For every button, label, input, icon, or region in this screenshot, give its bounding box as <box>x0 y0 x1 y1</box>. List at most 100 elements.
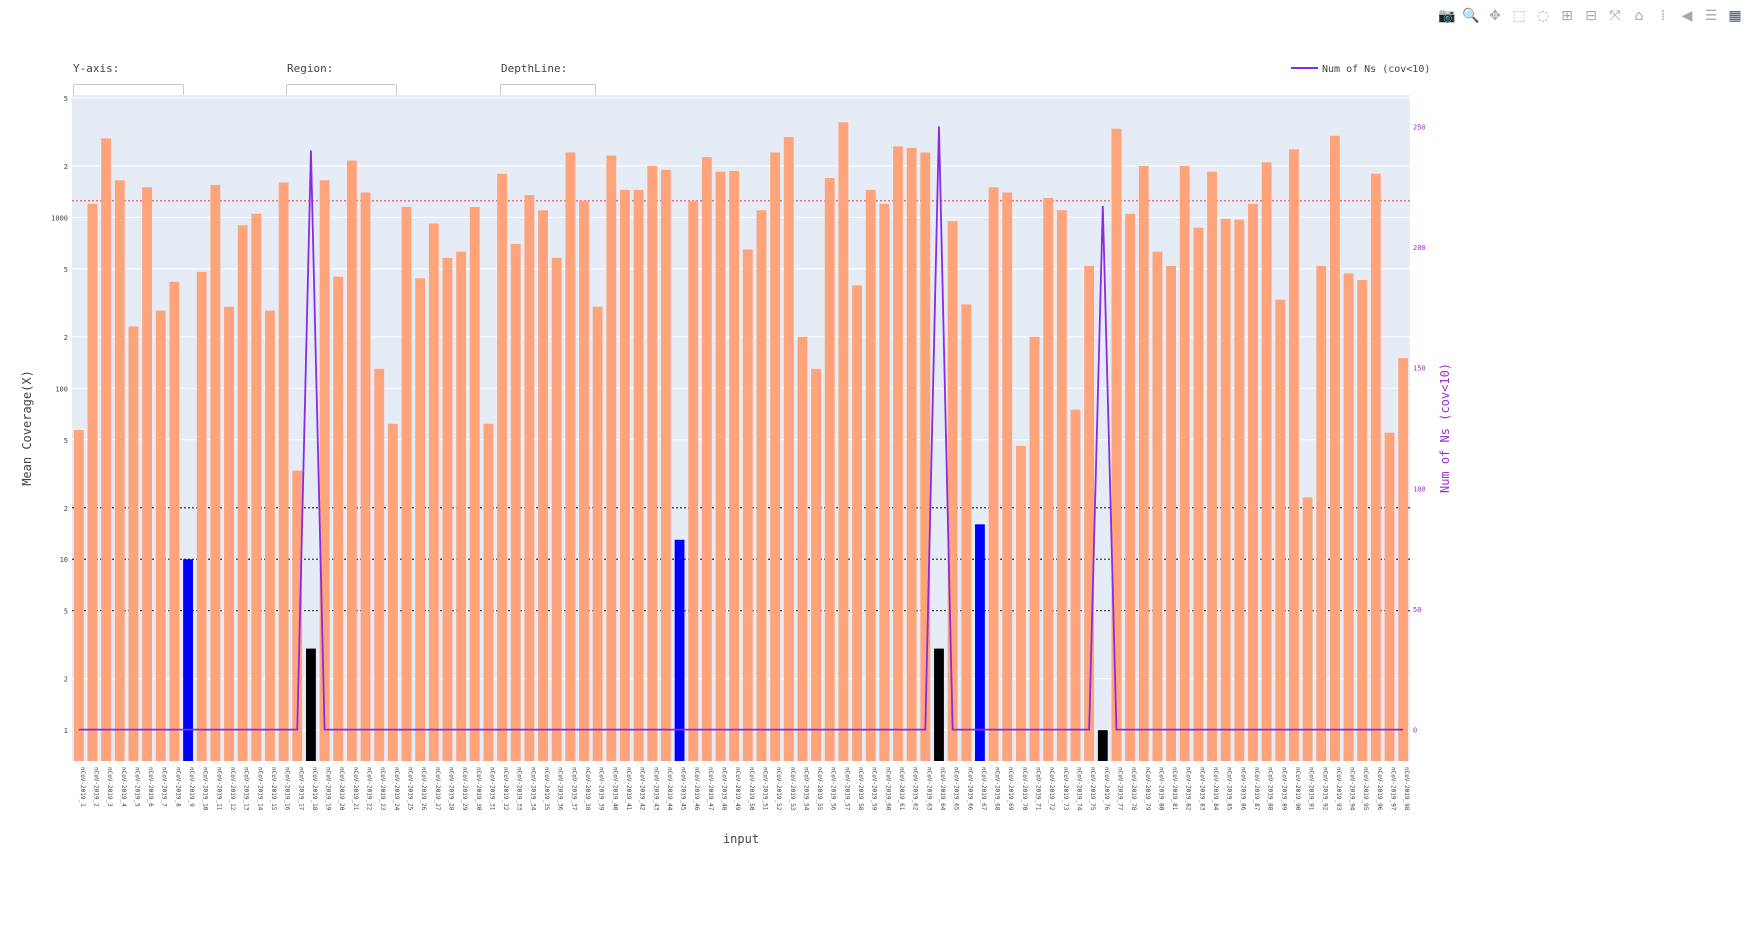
bar-nCoV-2019_90[interactable] <box>1289 149 1299 761</box>
reset-axes-icon[interactable]: ⌂ <box>1634 8 1644 24</box>
bar-nCoV-2019_58[interactable] <box>852 285 862 761</box>
bar-nCoV-2019_48[interactable] <box>715 171 726 761</box>
camera-icon[interactable]: 📷 <box>1438 8 1456 24</box>
bar-nCoV-2019_26[interactable] <box>415 278 426 761</box>
bar-nCoV-2019_75[interactable] <box>1084 265 1095 761</box>
bar-nCoV-2019_23[interactable] <box>374 368 385 761</box>
zoom-icon[interactable]: 🔍 <box>1462 8 1480 24</box>
bar-nCoV-2019_98[interactable] <box>1398 358 1409 761</box>
bar-nCoV-2019_9[interactable] <box>183 559 193 761</box>
bar-nCoV-2019_19[interactable] <box>319 180 330 762</box>
bar-nCoV-2019_78[interactable] <box>1125 213 1136 761</box>
hover-compare-icon[interactable]: ☰ <box>1704 8 1718 24</box>
bar-nCoV-2019_94[interactable] <box>1343 273 1354 761</box>
bar-nCoV-2019_34[interactable] <box>524 195 535 761</box>
bar-nCoV-2019_77[interactable] <box>1111 128 1122 762</box>
bar-nCoV-2019_82[interactable] <box>1179 165 1190 761</box>
bar-nCoV-2019_7[interactable] <box>155 310 166 761</box>
bar-nCoV-2019_15[interactable] <box>265 310 275 761</box>
bar-nCoV-2019_55[interactable] <box>811 368 822 761</box>
bar-nCoV-2019_5[interactable] <box>128 326 139 761</box>
lasso-select-icon[interactable]: ◌ <box>1536 8 1550 24</box>
bar-nCoV-2019_52[interactable] <box>770 152 781 761</box>
bar-nCoV-2019_79[interactable] <box>1138 165 1149 761</box>
bar-nCoV-2019_65[interactable] <box>947 221 958 762</box>
bar-nCoV-2019_16[interactable] <box>278 182 289 762</box>
bar-nCoV-2019_71[interactable] <box>1029 336 1040 761</box>
bar-nCoV-2019_36[interactable] <box>551 257 562 761</box>
bar-nCoV-2019_17[interactable] <box>292 470 303 761</box>
zoom-in-icon[interactable]: ⊞ <box>1561 8 1573 24</box>
bar-nCoV-2019_89[interactable] <box>1275 299 1286 761</box>
bar-nCoV-2019_60[interactable] <box>879 203 890 761</box>
bar-nCoV-2019_80[interactable] <box>1152 251 1163 761</box>
legend[interactable]: Num of Ns (cov<10) <box>1291 64 1430 75</box>
bar-nCoV-2019_4[interactable] <box>114 180 125 762</box>
bar-nCoV-2019_10[interactable] <box>196 271 207 761</box>
bar-nCoV-2019_67[interactable] <box>975 524 985 761</box>
bar-nCoV-2019_87[interactable] <box>1248 203 1258 761</box>
bar-nCoV-2019_56[interactable] <box>824 177 835 761</box>
bar-nCoV-2019_68[interactable] <box>988 187 999 761</box>
bar-nCoV-2019_72[interactable] <box>1043 197 1054 761</box>
bar-nCoV-2019_30[interactable] <box>469 207 480 762</box>
ns-series-line[interactable] <box>78 126 1404 731</box>
bar-nCoV-2019_61[interactable] <box>893 146 903 761</box>
bar-nCoV-2019_83[interactable] <box>1193 227 1204 761</box>
bar-nCoV-2019_85[interactable] <box>1220 218 1231 761</box>
bar-nCoV-2019_43[interactable] <box>647 165 658 761</box>
bar-nCoV-2019_54[interactable] <box>797 336 808 761</box>
bar-nCoV-2019_46[interactable] <box>688 200 699 761</box>
bar-nCoV-2019_39[interactable] <box>592 306 603 761</box>
bar-nCoV-2019_93[interactable] <box>1329 135 1340 761</box>
bar-nCoV-2019_38[interactable] <box>579 200 589 761</box>
bar-nCoV-2019_74[interactable] <box>1070 409 1081 761</box>
bar-nCoV-2019_29[interactable] <box>456 251 467 761</box>
bar-nCoV-2019_14[interactable] <box>251 213 262 761</box>
bar-nCoV-2019_24[interactable] <box>387 423 398 761</box>
bar-nCoV-2019_2[interactable] <box>87 203 98 761</box>
bar-nCoV-2019_37[interactable] <box>565 152 576 761</box>
bar-nCoV-2019_40[interactable] <box>606 155 617 762</box>
bar-nCoV-2019_12[interactable] <box>224 306 234 761</box>
hover-closest-icon[interactable]: ◀ <box>1681 8 1693 24</box>
bar-nCoV-2019_64[interactable] <box>934 648 944 761</box>
bar-nCoV-2019_31[interactable] <box>483 423 494 761</box>
bar-nCoV-2019_45[interactable] <box>674 539 685 761</box>
bar-nCoV-2019_44[interactable] <box>660 169 671 762</box>
bar-nCoV-2019_59[interactable] <box>865 189 876 761</box>
bar-nCoV-2019_70[interactable] <box>1015 445 1026 761</box>
bar-nCoV-2019_21[interactable] <box>346 160 357 761</box>
bar-nCoV-2019_69[interactable] <box>1002 192 1013 762</box>
bar-nCoV-2019_8[interactable] <box>169 281 180 761</box>
bar-nCoV-2019_3[interactable] <box>101 138 112 761</box>
bar-nCoV-2019_27[interactable] <box>428 223 439 761</box>
bar-nCoV-2019_32[interactable] <box>497 173 507 762</box>
bar-nCoV-2019_66[interactable] <box>961 304 972 761</box>
bar-nCoV-2019_62[interactable] <box>906 147 917 762</box>
bar-nCoV-2019_41[interactable] <box>620 189 630 761</box>
bar-nCoV-2019_76[interactable] <box>1097 730 1108 761</box>
autoscale-icon[interactable]: ⤧ <box>1609 8 1621 24</box>
bar-nCoV-2019_51[interactable] <box>756 210 767 761</box>
bar-nCoV-2019_20[interactable] <box>333 276 344 761</box>
bar-nCoV-2019_92[interactable] <box>1316 265 1327 761</box>
box-select-icon[interactable]: ⬚ <box>1512 8 1526 24</box>
bar-nCoV-2019_6[interactable] <box>142 187 153 761</box>
bar-nCoV-2019_86[interactable] <box>1234 219 1245 761</box>
bar-nCoV-2019_96[interactable] <box>1370 173 1381 762</box>
bar-nCoV-2019_91[interactable] <box>1302 497 1313 761</box>
bar-nCoV-2019_35[interactable] <box>538 210 548 761</box>
bar-nCoV-2019_50[interactable] <box>742 249 753 762</box>
plotly-logo-icon[interactable]: ▦ <box>1728 8 1742 24</box>
spike-lines-icon[interactable]: ⁞ <box>1660 8 1666 24</box>
bar-nCoV-2019_73[interactable] <box>1056 210 1067 761</box>
bar-nCoV-2019_18[interactable] <box>306 648 316 761</box>
bar-nCoV-2019_28[interactable] <box>442 257 453 761</box>
bar-nCoV-2019_47[interactable] <box>701 157 712 761</box>
bar-nCoV-2019_63[interactable] <box>920 152 931 761</box>
bar-nCoV-2019_1[interactable] <box>73 430 84 761</box>
zoom-out-icon[interactable]: ⊟ <box>1585 8 1597 24</box>
bar-nCoV-2019_57[interactable] <box>838 122 849 762</box>
